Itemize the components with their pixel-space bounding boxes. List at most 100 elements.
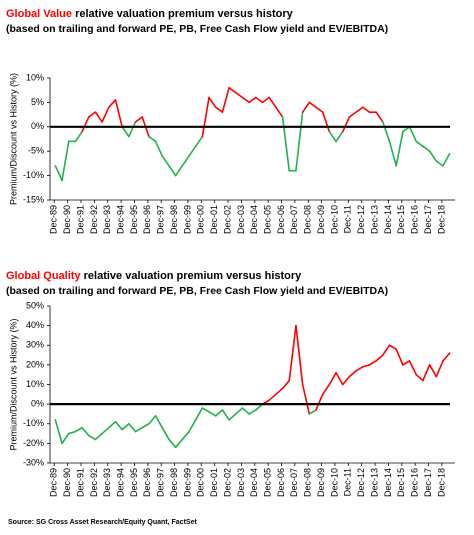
line-segment <box>255 96 264 104</box>
x-tick-label: Dec-11 <box>343 205 353 233</box>
y-tick-label: -10% <box>23 418 44 428</box>
line-segment <box>335 130 344 143</box>
line-segment <box>361 364 371 368</box>
subtitle: (based on trailing and forward PE, PB, F… <box>6 23 388 35</box>
line-segment <box>315 106 324 113</box>
line-segment <box>141 422 150 429</box>
line-segment <box>315 393 324 411</box>
line-segment <box>321 383 331 396</box>
line-segment <box>74 130 83 143</box>
line-segment <box>328 130 337 143</box>
line-segment <box>181 430 190 441</box>
line-segment <box>128 121 137 138</box>
y-tick-label: 10% <box>26 72 44 82</box>
line-segment <box>408 126 418 143</box>
line-segment <box>281 116 291 172</box>
line-segment <box>134 426 144 433</box>
line-segment <box>348 111 357 118</box>
line-segment <box>214 409 224 417</box>
line-segment <box>101 426 110 435</box>
line-segment <box>194 407 204 421</box>
y-tick-label: -20% <box>23 438 44 448</box>
line-segment <box>442 352 451 362</box>
line-segment <box>388 344 397 350</box>
x-tick-label: Dec-90 <box>62 205 72 234</box>
line-segment <box>54 419 63 445</box>
line-segment <box>214 106 224 113</box>
x-tick-label: Dec-94 <box>115 205 125 234</box>
y-tick-label: 0% <box>31 399 44 409</box>
line-segment <box>201 407 210 413</box>
x-tick-label: Dec-96 <box>142 205 152 234</box>
line-segment <box>168 165 177 177</box>
line-segment <box>301 383 311 415</box>
line-segment <box>101 106 110 123</box>
line-segment <box>428 364 438 378</box>
line-segment <box>375 354 384 362</box>
line-segment <box>161 155 170 167</box>
line-segment <box>281 379 291 390</box>
line-segment <box>61 140 70 182</box>
line-segment <box>228 86 237 94</box>
line-segment <box>341 375 351 386</box>
x-tick-label: Dec-95 <box>129 468 139 497</box>
line-segment <box>121 422 130 431</box>
line-segment <box>201 96 210 138</box>
line-segment <box>275 387 284 396</box>
x-tick-label: Dec-98 <box>169 205 179 234</box>
line-segment <box>241 96 250 104</box>
line-segment <box>174 165 184 177</box>
x-tick-label: Dec-06 <box>276 205 286 234</box>
line-segment <box>94 111 103 123</box>
y-tick-label: 10% <box>26 379 44 389</box>
line-segment <box>268 96 277 109</box>
x-tick-label: Dec-07 <box>289 205 299 234</box>
y-tick-label: -5% <box>28 146 44 156</box>
x-tick-label: Dec-93 <box>102 205 112 234</box>
line-segment <box>221 86 230 113</box>
x-tick-label: Dec-10 <box>329 205 339 234</box>
line-segment <box>428 150 438 162</box>
line-segment <box>174 438 184 449</box>
y-tick-label: -30% <box>23 457 44 467</box>
x-tick-label: Dec-91 <box>75 205 85 234</box>
line-segment <box>422 364 431 382</box>
line-segment <box>355 106 364 113</box>
y-tick-label: 20% <box>26 359 44 369</box>
line-segment <box>208 411 217 417</box>
subtitle: (based on trailing and forward PE, PB, F… <box>6 285 388 297</box>
x-tick-label: Dec-10 <box>329 468 339 497</box>
y-axis-label: Premium/Discount vs History (%) <box>8 318 18 450</box>
line-segment <box>388 140 397 167</box>
x-tick-label: Dec-03 <box>236 468 246 497</box>
line-segment <box>348 369 357 378</box>
x-tick-label: Dec-99 <box>182 468 192 497</box>
line-segment <box>128 422 137 433</box>
y-tick-label: 30% <box>26 340 44 350</box>
x-tick-label: Dec-05 <box>263 468 273 497</box>
line-segment <box>308 101 317 109</box>
x-tick-label: Dec-96 <box>142 468 152 497</box>
line-segment <box>234 407 244 415</box>
line-segment <box>268 393 277 402</box>
line-segment <box>114 99 123 128</box>
title-rest: relative valuation premium versus histor… <box>72 8 294 20</box>
source: Source: SG Cross Asset Research/Equity Q… <box>8 519 197 526</box>
x-tick-label: Dec-04 <box>249 205 259 234</box>
x-tick-label: Dec-14 <box>383 205 393 234</box>
line-segment <box>54 165 63 182</box>
line-segment <box>248 409 257 415</box>
y-tick-label: -10% <box>23 170 44 180</box>
x-tick-label: Dec-92 <box>89 205 99 234</box>
x-tick-label: Dec-14 <box>383 468 393 497</box>
x-tick-label: Dec-17 <box>423 468 433 497</box>
x-tick-label: Dec-97 <box>156 468 166 497</box>
line-segment <box>81 116 90 133</box>
line-segment <box>61 432 70 445</box>
line-segment <box>161 426 170 441</box>
x-tick-label: Dec-18 <box>436 205 446 234</box>
line-segment <box>148 135 157 143</box>
line-segment <box>308 409 317 415</box>
x-tick-label: Dec-93 <box>102 468 112 497</box>
x-tick-label: Dec-99 <box>182 205 192 234</box>
